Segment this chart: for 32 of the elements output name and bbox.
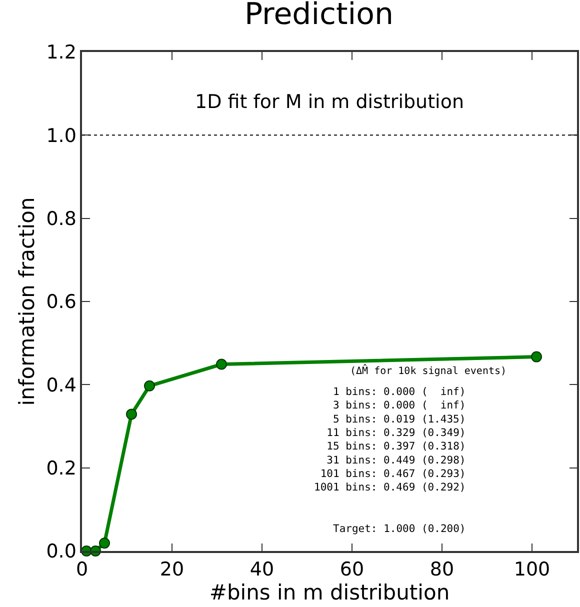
x-tick-label: 100	[514, 558, 550, 581]
x-tick-label: 60	[340, 558, 364, 581]
chart-title: Prediction	[244, 0, 394, 32]
annotation: 15 bins: 0.397 (0.318)	[326, 440, 466, 453]
point	[144, 380, 155, 392]
point	[216, 358, 227, 370]
annotation: 1 bins: 0.000 ( inf)	[332, 386, 466, 398]
point	[99, 538, 110, 549]
y-axis-title: information fraction	[14, 197, 39, 406]
annotation: 31 bins: 0.449 (0.298)	[326, 454, 466, 466]
x-axis-title: #bins in m distribution	[209, 580, 450, 605]
annotation: 3 bins: 0.000 ( inf)	[332, 400, 466, 412]
x-tick-label: 0	[76, 558, 88, 581]
point	[531, 351, 542, 362]
y-tick-label: 0.0	[46, 540, 76, 563]
y-tick-label: 0.6	[46, 291, 76, 314]
annotation: 1D fit for M in m distribution	[195, 91, 464, 113]
y-tick-label: 0.4	[46, 374, 76, 396]
annotation: 11 bins: 0.329 (0.349)	[326, 426, 466, 439]
x-tick-label: 80	[430, 558, 454, 581]
annotation: Target: 1.000 (0.200)	[333, 523, 466, 535]
y-tick-label: 0.2	[46, 457, 76, 480]
x-tick-label: 40	[250, 558, 274, 581]
annotation: 101 bins: 0.467 (0.293)	[320, 468, 466, 480]
y-tick-label: 0.8	[46, 208, 76, 230]
y-tick-label: 1.2	[46, 42, 76, 64]
y-tick-label: 1.0	[46, 124, 76, 147]
annotation: 5 bins: 0.019 (1.435)	[332, 413, 466, 426]
x-tick-label: 20	[160, 558, 184, 581]
annotation: (ΔM̂ for 10k signal events)	[350, 364, 507, 377]
point	[126, 408, 137, 420]
annotation: 1001 bins: 0.469 (0.292)	[314, 482, 466, 494]
